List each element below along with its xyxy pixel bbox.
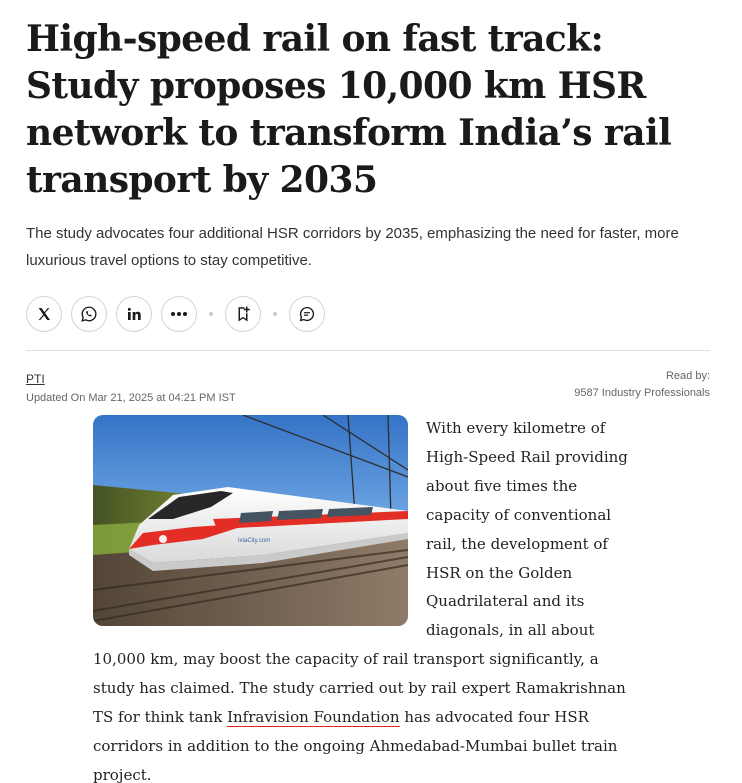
read-by: Read by: 9587 Industry Professionals — [574, 368, 710, 405]
article-paragraph: With every kilometre of High-Speed Rail … — [93, 414, 641, 783]
train-livery-text: IxiaCity.com — [238, 538, 270, 544]
hero-image: IxiaCity.com — [93, 415, 408, 626]
paragraph-text-part2: has advocated four HSR corridors in addi… — [93, 708, 618, 783]
whatsapp-icon — [81, 306, 97, 322]
share-x-button[interactable] — [26, 296, 62, 332]
read-by-count: 9587 Industry Professionals — [574, 387, 710, 399]
infravision-foundation-link[interactable]: Infravision Foundation — [227, 708, 400, 728]
article-headline: High-speed rail on fast track: Study pro… — [26, 18, 672, 201]
x-icon — [38, 308, 50, 320]
share-linkedin-button[interactable] — [116, 296, 152, 332]
article: High-speed rail on fast track: Study pro… — [26, 0, 712, 405]
byline: PTI Updated On Mar 21, 2025 at 04:21 PM … — [26, 370, 710, 405]
share-bar — [26, 296, 712, 332]
updated-timestamp: Updated On Mar 21, 2025 at 04:21 PM IST — [26, 392, 236, 404]
share-more-button[interactable] — [161, 296, 197, 332]
author-link[interactable]: PTI — [26, 372, 45, 386]
separator-dot — [209, 312, 213, 316]
train-image: IxiaCity.com — [93, 415, 408, 626]
article-summary: The study advocates four additional HSR … — [26, 225, 679, 269]
bookmark-icon — [238, 306, 250, 322]
bookmark-button[interactable] — [225, 296, 261, 332]
paragraph-text-part1: With every kilometre of High-Speed Rail … — [93, 419, 628, 727]
comment-button[interactable] — [289, 296, 325, 332]
comment-icon — [299, 306, 315, 322]
more-icon — [171, 312, 187, 316]
separator-dot — [273, 312, 277, 316]
linkedin-icon — [127, 307, 141, 320]
read-by-label: Read by: — [665, 370, 710, 382]
article-body: IxiaCity.com With every kilometre of Hig… — [93, 414, 641, 783]
share-whatsapp-button[interactable] — [71, 296, 107, 332]
divider — [26, 350, 710, 351]
